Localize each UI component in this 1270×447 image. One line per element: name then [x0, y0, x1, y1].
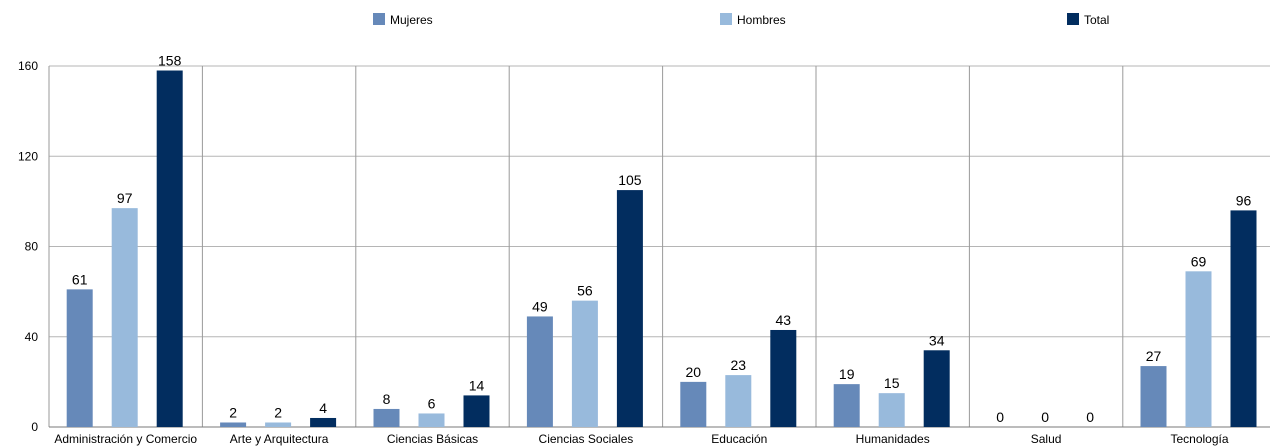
data-label: 105	[618, 172, 642, 188]
data-label: 61	[72, 271, 88, 287]
data-label: 0	[1086, 409, 1094, 425]
category-label: Ciencias Sociales	[539, 432, 634, 446]
category-label: Tecnología	[1170, 432, 1228, 446]
bar-mujeres	[680, 381, 707, 427]
legend-swatch-hombres	[720, 13, 732, 25]
data-label: 96	[1236, 192, 1252, 208]
bar-total	[616, 190, 643, 427]
data-label: 43	[776, 312, 792, 328]
bar-mujeres	[66, 289, 93, 427]
bar-mujeres	[833, 384, 860, 427]
data-label: 19	[839, 366, 855, 382]
data-label: 69	[1191, 253, 1207, 269]
bar-hombres	[418, 413, 445, 427]
bar-hombres	[1185, 271, 1212, 427]
y-tick-label: 160	[18, 59, 38, 73]
data-label: 27	[1146, 348, 1162, 364]
bar-hombres	[571, 300, 598, 427]
bar-mujeres	[526, 316, 553, 427]
legend-swatch-total	[1067, 13, 1079, 25]
bar-total	[770, 329, 797, 427]
bar-mujeres	[1140, 366, 1167, 427]
category-label: Educación	[711, 432, 767, 446]
legend-swatch-mujeres	[373, 13, 385, 25]
data-label: 23	[731, 357, 747, 373]
data-label: 49	[532, 298, 548, 314]
bar-hombres	[725, 375, 752, 427]
category-label: Salud	[1031, 432, 1062, 446]
data-label: 97	[117, 190, 133, 206]
category-label: Arte y Arquitectura	[230, 432, 329, 446]
y-tick-label: 0	[31, 420, 38, 434]
data-label: 20	[686, 364, 702, 380]
y-tick-label: 40	[25, 330, 39, 344]
category-label: Humanidades	[856, 432, 930, 446]
data-label: 0	[996, 409, 1004, 425]
category-label: Ciencias Básicas	[387, 432, 478, 446]
data-label: 15	[884, 375, 900, 391]
bar-hombres	[111, 208, 138, 427]
data-label: 6	[428, 395, 436, 411]
bar-total	[1230, 210, 1257, 427]
data-label: 2	[229, 404, 237, 420]
data-label: 56	[577, 283, 593, 299]
data-label: 8	[383, 391, 391, 407]
category-label: Administración y Comercio	[54, 432, 197, 446]
data-label: 0	[1041, 409, 1049, 425]
bar-total	[156, 70, 183, 427]
y-tick-label: 120	[18, 149, 38, 163]
data-label: 158	[158, 53, 182, 69]
data-label: 14	[469, 377, 485, 393]
bar-total	[463, 395, 490, 427]
y-tick-label: 80	[25, 240, 39, 254]
bar-hombres	[265, 422, 292, 427]
legend-label-hombres: Hombres	[737, 13, 786, 27]
data-label: 34	[929, 332, 945, 348]
bar-hombres	[878, 393, 905, 427]
bar-mujeres	[373, 408, 400, 427]
data-label: 2	[274, 404, 282, 420]
data-label: 4	[319, 400, 327, 416]
bar-total	[310, 417, 337, 427]
legend-label-total: Total	[1084, 13, 1109, 27]
legend-label-mujeres: Mujeres	[390, 13, 433, 27]
bar-total	[923, 350, 950, 427]
bar-mujeres	[220, 422, 247, 427]
